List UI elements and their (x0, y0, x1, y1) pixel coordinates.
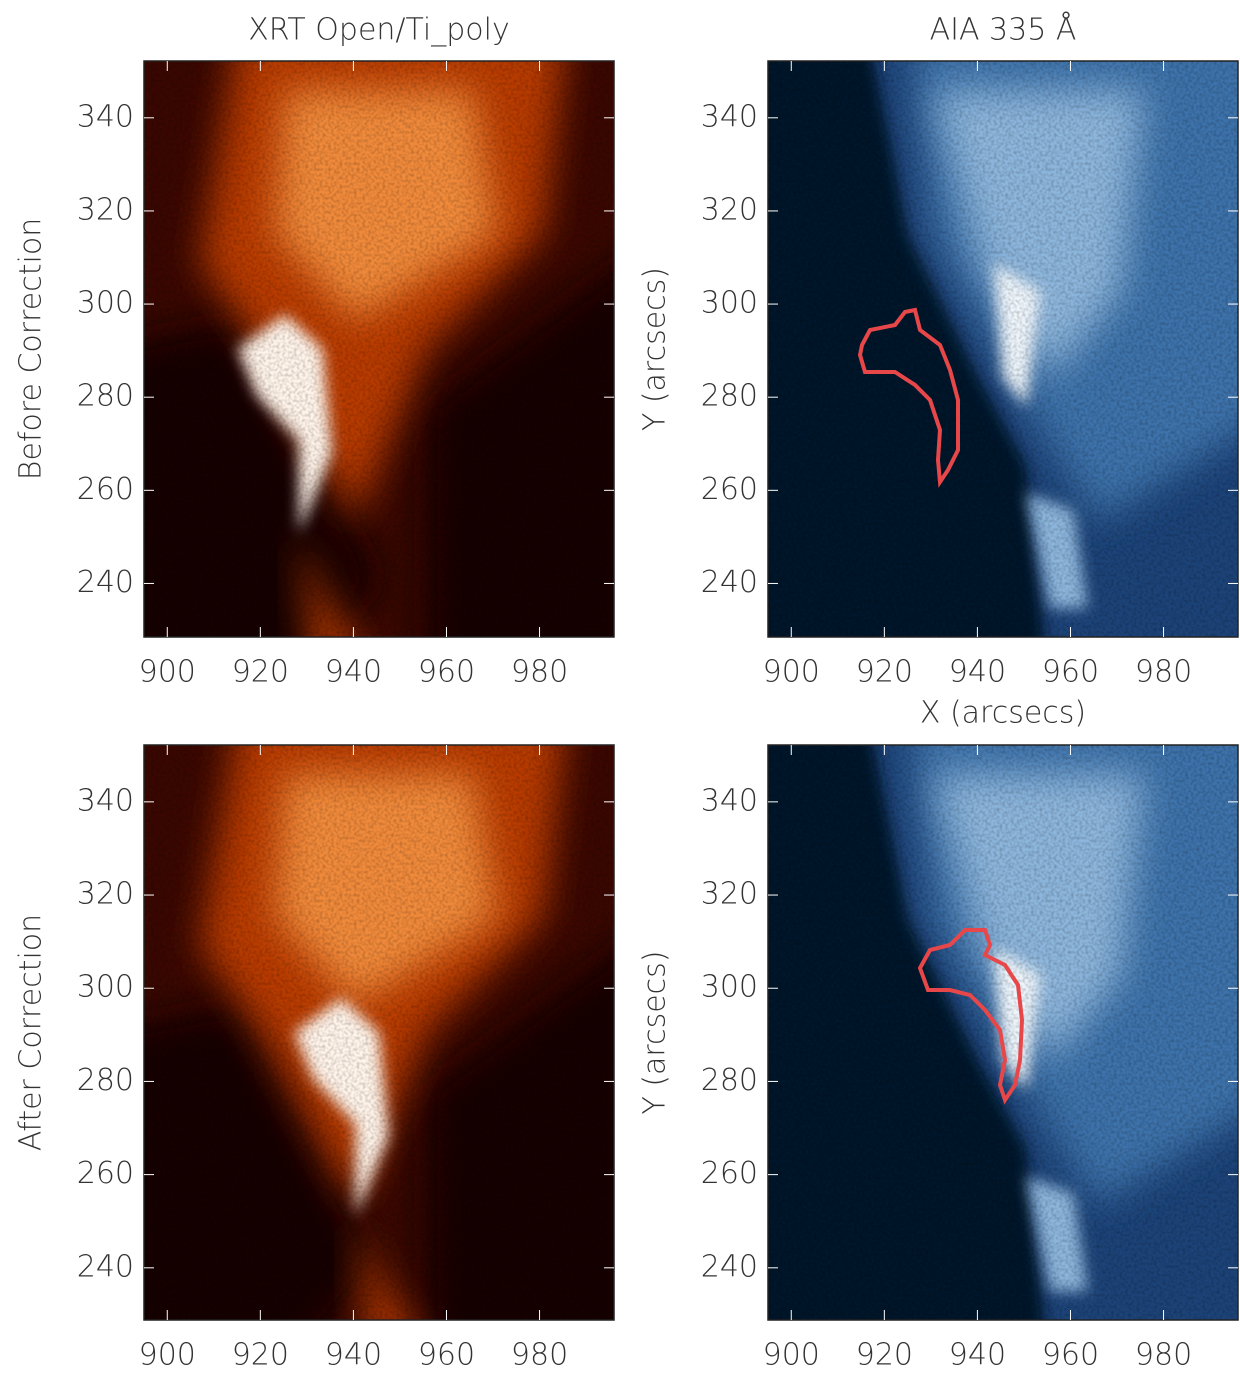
x-tick-label: 940 (949, 1338, 1006, 1373)
image (97, 716, 661, 1372)
y-tick-label: 320 (77, 877, 134, 912)
x-tick-label: 960 (1042, 1338, 1099, 1373)
y-tick-label: 340 (77, 783, 134, 818)
image (721, 3, 1240, 694)
y-tick-label: 300 (701, 970, 758, 1005)
x-tick-label: 920 (856, 1338, 913, 1373)
y-tick-label: 260 (77, 1156, 134, 1191)
image (97, 32, 661, 694)
x-tick-label: 900 (763, 655, 820, 690)
y-tick-label: 320 (701, 192, 758, 227)
y-tick-label: 300 (701, 286, 758, 321)
x-tick-label: 900 (139, 1338, 196, 1373)
x-tick-label: 900 (763, 1338, 820, 1373)
panel-title: XRT Open/Ti_poly (248, 13, 510, 48)
x-tick-label: 980 (1135, 655, 1192, 690)
y-tick-label: 240 (77, 565, 134, 600)
x-tick-label: 920 (232, 655, 289, 690)
y-tick-label: 340 (701, 783, 758, 818)
panel: 900 920 940 960 980 240 260 280 300 320 340 XRT Ope… (14, 13, 662, 695)
panel: 900 920 940 960 980 240 260 280 300 320 340 Y (arcs… (638, 688, 1240, 1373)
y-tick-label: 240 (701, 565, 758, 600)
y-axis-label: Y (arcsecs) (638, 267, 673, 431)
x-tick-label: 980 (511, 655, 568, 690)
y-tick-label: 280 (701, 1063, 758, 1098)
y-tick-label: 240 (701, 1249, 758, 1284)
x-tick-label: 960 (418, 655, 475, 690)
x-tick-label: 940 (325, 1338, 382, 1373)
y-tick-label: 340 (77, 99, 134, 134)
image (721, 688, 1240, 1373)
x-tick-label: 960 (1042, 655, 1099, 690)
noise (144, 745, 614, 1320)
y-tick-label: 280 (701, 379, 758, 414)
x-tick-label: 900 (139, 655, 196, 690)
panel: 900 920 940 960 980 240 260 280 300 320 340 After C… (14, 716, 662, 1372)
panel: 900 920 940 960 980 240 260 280 300 320 340 AIA 335… (638, 3, 1240, 730)
y-tick-label: 240 (77, 1249, 134, 1284)
y-tick-label: 280 (77, 1063, 134, 1098)
noise (768, 61, 1238, 637)
y-axis-label: After Correction (14, 914, 49, 1151)
x-tick-label: 920 (232, 1338, 289, 1373)
y-tick-label: 340 (701, 99, 758, 134)
x-tick-label: 980 (511, 1338, 568, 1373)
noise (144, 61, 614, 637)
y-axis-label: Before Correction (14, 218, 49, 480)
x-tick-label: 960 (418, 1338, 475, 1373)
y-tick-label: 300 (77, 286, 134, 321)
y-tick-label: 320 (701, 877, 758, 912)
y-tick-label: 320 (77, 192, 134, 227)
y-tick-label: 260 (701, 472, 758, 507)
panel-title: AIA 335 Å (930, 11, 1077, 48)
noise (768, 745, 1238, 1320)
x-axis-label: X (arcsecs) (920, 696, 1086, 731)
y-tick-label: 300 (77, 970, 134, 1005)
x-tick-label: 920 (856, 655, 913, 690)
x-tick-label: 940 (325, 655, 382, 690)
y-axis-label: Y (arcsecs) (638, 950, 673, 1114)
y-tick-label: 260 (701, 1156, 758, 1191)
y-tick-label: 260 (77, 472, 134, 507)
y-tick-label: 280 (77, 379, 134, 414)
x-tick-label: 980 (1135, 1338, 1192, 1373)
x-tick-label: 940 (949, 655, 1006, 690)
